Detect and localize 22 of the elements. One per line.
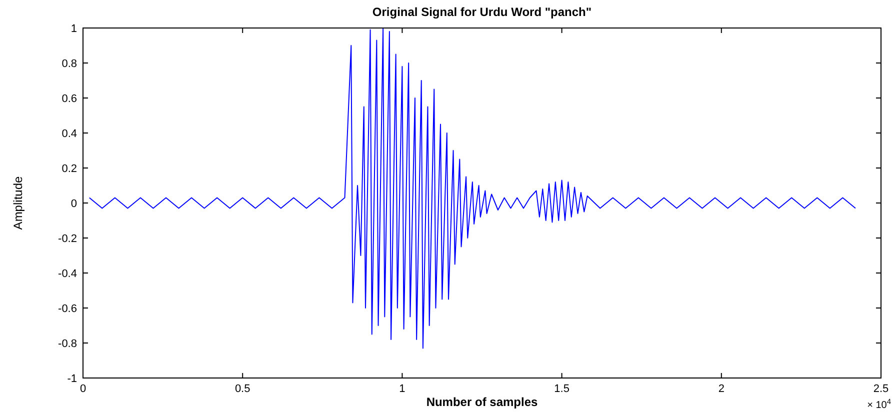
x-tick-label: 1.5 [554,383,570,395]
x-tick-label: 1 [399,383,406,395]
y-tick-label: -0.8 [58,338,77,350]
y-tick-label: -0.4 [58,268,77,280]
x-tick-label: 2 [718,383,724,395]
y-tick-label: -0.6 [58,302,77,315]
y-tick-label: 0.4 [62,128,77,140]
line-series [88,28,856,349]
x-tick-label: 2.5 [873,383,889,395]
x-tick-label: 0 [80,383,86,395]
text: × 10$^{4}$ [867,396,891,411]
x-tick-label: 0.5 [234,383,250,395]
y-tick-label: 0.6 [62,92,77,105]
y-axis-title: Amplitude [11,176,25,230]
y-tick-label: -1 [67,372,77,385]
x-axis-title: Number of samples [426,395,538,409]
chart-title: Original Signal for Urdu Word "panch" [372,5,592,19]
y-tick-label: -0.2 [58,232,77,245]
y-tick-label: 1 [70,22,77,35]
y-tick-label: 0 [70,198,77,210]
y-tick-label: 0.2 [62,162,77,175]
y-tick-label: 0.8 [62,58,77,70]
